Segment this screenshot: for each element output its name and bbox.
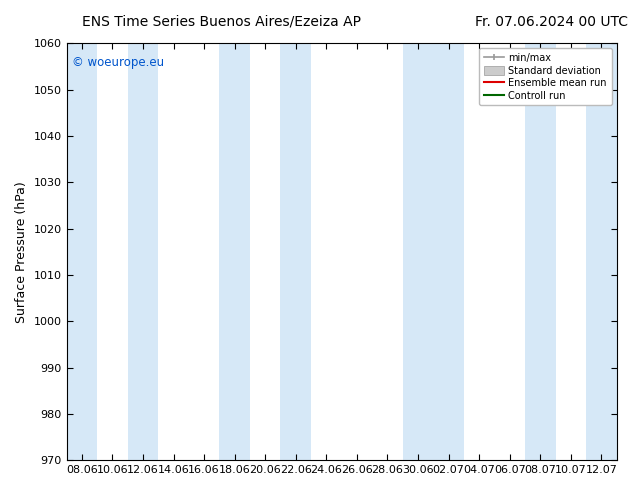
Bar xyxy=(67,44,97,460)
Legend: min/max, Standard deviation, Ensemble mean run, Controll run: min/max, Standard deviation, Ensemble me… xyxy=(479,49,612,105)
Text: Fr. 07.06.2024 00 UTC: Fr. 07.06.2024 00 UTC xyxy=(475,15,628,29)
Text: © woeurope.eu: © woeurope.eu xyxy=(72,56,164,69)
Bar xyxy=(586,44,617,460)
Bar xyxy=(525,44,555,460)
Text: ENS Time Series Buenos Aires/Ezeiza AP: ENS Time Series Buenos Aires/Ezeiza AP xyxy=(82,15,361,29)
Bar xyxy=(127,44,158,460)
Bar xyxy=(280,44,311,460)
Bar xyxy=(433,44,464,460)
Bar xyxy=(219,44,250,460)
Bar xyxy=(403,44,433,460)
Y-axis label: Surface Pressure (hPa): Surface Pressure (hPa) xyxy=(15,181,28,323)
